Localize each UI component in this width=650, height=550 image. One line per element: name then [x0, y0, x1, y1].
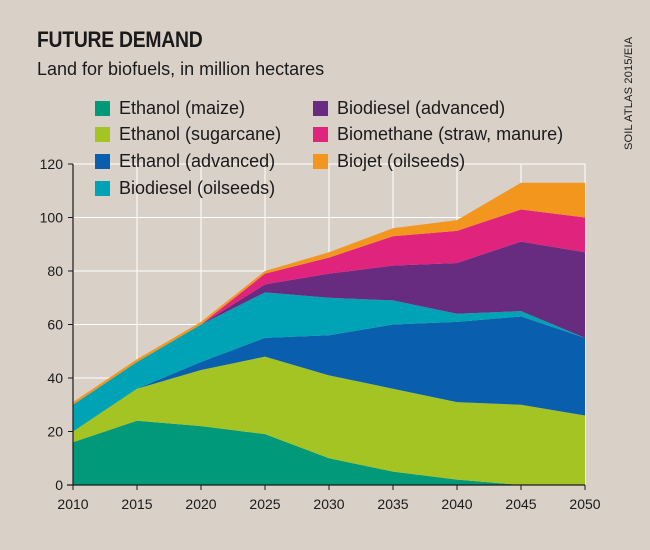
legend-label: Biodiesel (oilseeds) [119, 177, 276, 198]
y-tick-label: 40 [47, 370, 63, 386]
legend-item: Ethanol (sugarcane) [95, 123, 281, 145]
legend-label: Biomethane (straw, manure) [337, 123, 564, 144]
x-tick-label: 2035 [377, 496, 408, 512]
legend-swatch [313, 100, 328, 116]
x-tick-label: 2020 [185, 496, 216, 512]
y-tick-label: 60 [47, 317, 63, 333]
x-tick-label: 2050 [569, 496, 600, 512]
legend-item: Biodiesel (advanced) [313, 97, 505, 119]
legend-swatch [95, 153, 110, 169]
area-series [73, 182, 585, 485]
legend-swatch [95, 126, 110, 142]
legend-label: Ethanol (advanced) [119, 150, 276, 171]
area-biojet-oilseeds [73, 182, 585, 405]
legend-swatch [313, 153, 328, 169]
x-tick-label: 2025 [249, 496, 280, 512]
area-ethanol-sugarcane [73, 356, 585, 485]
legend-swatch [95, 180, 110, 196]
y-tick-label: 0 [55, 477, 63, 493]
x-tick-label: 2015 [121, 496, 152, 512]
legend-item: Biojet (oilseeds) [313, 150, 465, 172]
legend-label: Biojet (oilseeds) [337, 150, 466, 171]
area-ethanol-advanced [73, 316, 585, 432]
y-tick-label: 120 [40, 156, 64, 172]
y-tick-label: 80 [47, 263, 63, 279]
y-tick-label: 20 [47, 424, 63, 440]
legend-item: Ethanol (maize) [95, 97, 245, 119]
x-tick-label: 2045 [505, 496, 536, 512]
legend-item: Biomethane (straw, manure) [313, 123, 563, 145]
legend-item: Biodiesel (oilseeds) [95, 177, 275, 199]
legend-item: Ethanol (advanced) [95, 150, 275, 172]
x-tick-label: 2030 [313, 496, 344, 512]
chart-title: FUTURE DEMAND [37, 27, 203, 52]
area-biomethane-straw-manure [73, 209, 585, 405]
area-ethanol-maize [73, 420, 585, 485]
legend-label: Biodiesel (advanced) [337, 97, 506, 118]
y-tick-label: 100 [40, 210, 64, 226]
x-tick-label: 2040 [441, 496, 472, 512]
area-biodiesel-oilseeds [73, 292, 585, 432]
area-biodiesel-advanced [73, 241, 585, 405]
legend-label: Ethanol (maize) [119, 97, 246, 118]
legend-label: Ethanol (sugarcane) [119, 123, 282, 144]
legend-swatch [95, 100, 110, 116]
chart-subtitle: Land for biofuels, in million hectares [37, 59, 325, 79]
legend-swatch [313, 126, 328, 142]
x-tick-label: 2010 [57, 496, 88, 512]
